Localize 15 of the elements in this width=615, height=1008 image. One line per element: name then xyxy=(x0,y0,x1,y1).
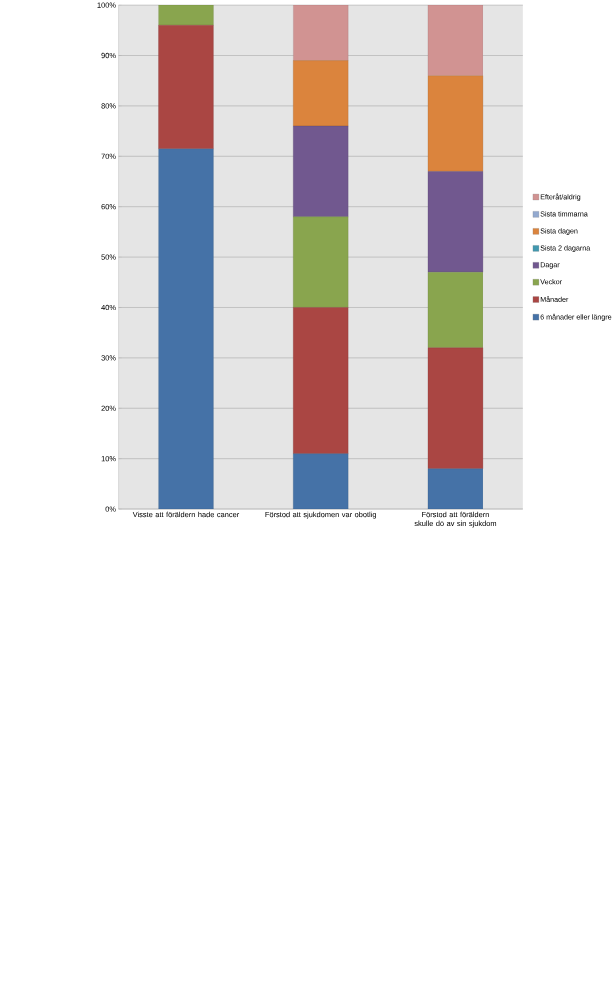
bar xyxy=(293,307,349,454)
bar xyxy=(158,25,214,149)
bar xyxy=(293,125,349,217)
bar xyxy=(428,347,484,469)
bar xyxy=(158,5,214,26)
bar xyxy=(428,171,484,273)
bar xyxy=(428,5,484,76)
bar xyxy=(428,75,484,172)
bar xyxy=(158,148,214,510)
bar xyxy=(293,216,349,308)
bar xyxy=(428,272,484,348)
bar xyxy=(293,453,349,510)
bar xyxy=(293,5,349,61)
bar xyxy=(428,468,484,510)
bar xyxy=(293,60,349,127)
